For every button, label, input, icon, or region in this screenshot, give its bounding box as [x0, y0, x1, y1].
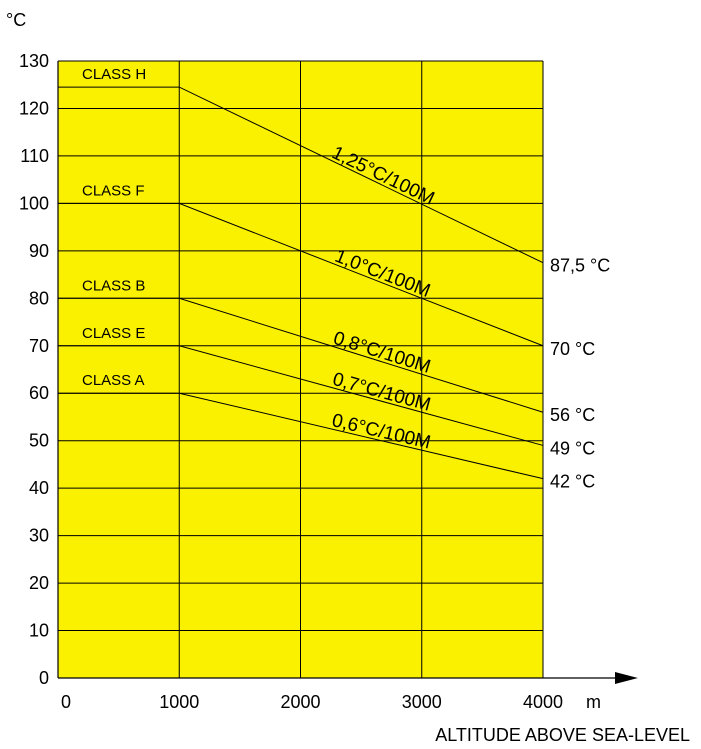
- class-label-4: CLASS A: [82, 372, 145, 389]
- class-label-2: CLASS B: [82, 277, 145, 294]
- series-line-0: [58, 86, 544, 264]
- y-tick-label-40: 40: [29, 478, 49, 498]
- y-tick-label-130: 130: [19, 51, 49, 71]
- y-tick-label-90: 90: [29, 241, 49, 261]
- x-axis-unit: m: [586, 692, 601, 712]
- x-tick-label-2000: 2000: [280, 692, 320, 712]
- y-axis-label: °C: [6, 10, 26, 30]
- y-tick-label-120: 120: [19, 98, 49, 118]
- y-tick-label-100: 100: [19, 193, 49, 213]
- series-group: [58, 86, 544, 480]
- end-label-2: 56 °C: [550, 405, 595, 425]
- end-label-4: 42 °C: [550, 472, 595, 492]
- y-tick-label-10: 10: [29, 621, 49, 641]
- y-tick-label-20: 20: [29, 573, 49, 593]
- series-line-1: [58, 202, 544, 347]
- class-label-3: CLASS E: [82, 325, 145, 342]
- series-line-3: [58, 345, 544, 446]
- end-label-1: 70 °C: [550, 339, 595, 359]
- end-label-3: 49 °C: [550, 438, 595, 458]
- y-tick-label-60: 60: [29, 383, 49, 403]
- class-label-1: CLASS F: [82, 182, 145, 199]
- class-label-0: CLASS H: [82, 66, 146, 83]
- x-tick-label-3000: 3000: [402, 692, 442, 712]
- series-line-2: [58, 297, 544, 413]
- y-tick-label-0: 0: [39, 668, 49, 688]
- axes: 0 10 20 30 40 50 60 70 80 90 100 110 120 130 0 1000 2000…: [19, 51, 638, 712]
- y-tick-label-30: 30: [29, 526, 49, 546]
- end-label-0: 87,5 °C: [550, 256, 610, 276]
- x-tick-label-4000: 4000: [523, 692, 563, 712]
- x-tick-label-0: 0: [61, 692, 71, 712]
- x-axis-label: ALTITUDE ABOVE SEA-LEVEL: [435, 725, 690, 745]
- series-line-4: [58, 392, 544, 480]
- y-tick-label-80: 80: [29, 288, 49, 308]
- x-axis-arrow: [615, 672, 638, 684]
- y-tick-label-70: 70: [29, 336, 49, 356]
- x-tick-label-1000: 1000: [159, 692, 199, 712]
- y-tick-label-50: 50: [29, 431, 49, 451]
- y-tick-label-110: 110: [20, 146, 49, 166]
